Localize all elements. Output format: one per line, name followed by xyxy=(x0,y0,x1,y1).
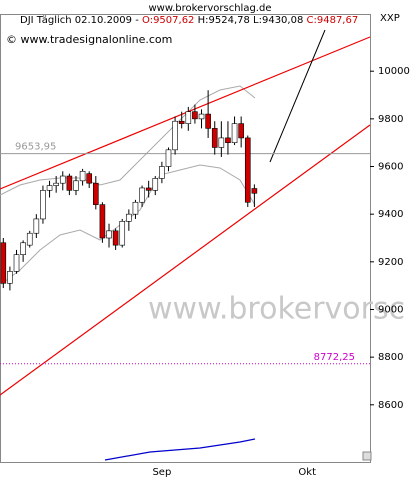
candle-body xyxy=(198,113,205,120)
site: www.brokervorschlag.de xyxy=(149,3,272,14)
axis-name: XXP xyxy=(380,13,400,24)
candle-body xyxy=(211,128,218,148)
candle-body xyxy=(244,137,251,203)
candle-body xyxy=(231,123,238,143)
quote-text: DJI Täglich 02.10.2009 - O:9507,62 H:952… xyxy=(20,15,358,26)
quote-part: O:9507,62 xyxy=(142,15,194,26)
y-tick-label: 8800 xyxy=(378,352,403,363)
icon xyxy=(362,451,372,461)
candle-body xyxy=(7,271,13,284)
candle-body xyxy=(112,230,119,246)
volume-line xyxy=(104,438,256,461)
y-tick-label: 9400 xyxy=(378,209,403,220)
source: © www.tradesignalonline.com xyxy=(6,33,172,46)
candle-body xyxy=(132,201,139,215)
candle-body xyxy=(192,111,198,120)
y-tick-label: 8600 xyxy=(378,400,403,411)
candle-body xyxy=(79,170,86,182)
candle-body xyxy=(93,182,99,205)
trend-line xyxy=(0,124,371,396)
candle-body xyxy=(53,182,59,186)
candle-body xyxy=(99,204,106,239)
candle-body xyxy=(251,188,258,194)
y-tick-label: 10000 xyxy=(378,66,410,77)
x-tick-label: Okt xyxy=(298,467,316,478)
candle-body xyxy=(165,149,172,167)
candle-body xyxy=(33,218,40,234)
watermark: www.brokervorsc xyxy=(148,292,405,327)
level-label: 8772,25 xyxy=(314,352,355,363)
quote-part: H:9524,78 xyxy=(194,15,249,26)
candle-body xyxy=(152,178,159,191)
candle-body xyxy=(106,230,112,239)
y-tick-label: 9000 xyxy=(378,304,403,315)
candle-body xyxy=(205,113,211,129)
y-tick-label: 9600 xyxy=(378,162,403,173)
y-tick-label: 9800 xyxy=(378,114,403,125)
candle-body xyxy=(40,190,46,220)
trend-line xyxy=(0,36,371,190)
candle-body xyxy=(26,232,33,246)
x-tick-label: Sep xyxy=(152,467,171,478)
candle-body xyxy=(159,166,165,179)
candle-body xyxy=(66,175,73,191)
plot-frame xyxy=(0,14,371,463)
candle-body xyxy=(145,187,152,191)
candle-body xyxy=(73,180,79,191)
y-tick-label: 9200 xyxy=(378,257,403,268)
candle-body xyxy=(238,123,244,139)
candle-body xyxy=(218,137,225,148)
level-label: 9653,95 xyxy=(15,142,56,153)
arrow-line xyxy=(269,29,326,163)
candle-body xyxy=(46,185,53,191)
candle-body xyxy=(178,120,185,124)
candle-body xyxy=(185,111,192,124)
candle-body xyxy=(119,221,126,246)
candle-body xyxy=(172,120,178,151)
quote-part: DJI Täglich 02.10.2009 - xyxy=(20,15,142,26)
candle-body xyxy=(139,187,145,203)
candle-body xyxy=(126,213,132,222)
quote-part: C:9487,67 xyxy=(303,15,358,26)
candle-body xyxy=(20,242,26,255)
candle-body xyxy=(13,254,20,272)
candle-body xyxy=(86,173,92,184)
candle-body xyxy=(59,175,66,184)
candle-body xyxy=(225,137,231,143)
quote: DJI Täglich 02.10.2009 - O:9507,62 H:952… xyxy=(20,15,358,26)
quote-part: L:9430,08 xyxy=(250,15,303,26)
candle-body xyxy=(0,242,7,284)
